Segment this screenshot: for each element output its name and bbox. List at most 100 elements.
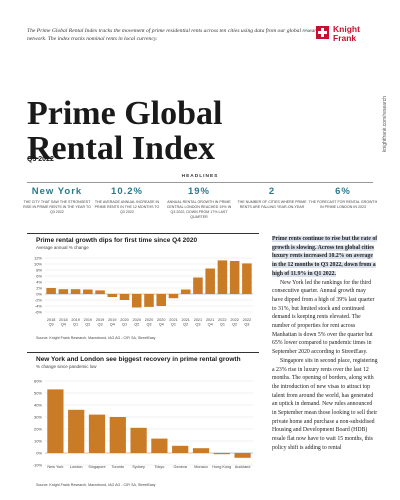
bar (193, 277, 203, 294)
bar (68, 409, 85, 453)
x-tick-label: Q2 (183, 323, 188, 327)
intro-text: The Prime Global Rental Index tracks the… (27, 28, 322, 42)
x-tick-label: 2020 (120, 318, 128, 322)
chart1-subtitle: Average annual % change (36, 245, 89, 250)
x-tick-label: 2019 (108, 318, 116, 322)
x-tick-label: 2021 (206, 318, 214, 322)
x-tick-label: 2022 (243, 318, 251, 322)
y-tick-label: 4% (36, 280, 42, 285)
x-tick-label: 2021 (194, 318, 202, 322)
x-tick-label: 2020 (133, 318, 141, 322)
knight-frank-logo[interactable]: Knight Frank (316, 24, 380, 50)
logo-word-1: Knight (333, 24, 360, 34)
x-tick-label: 2018 (47, 318, 55, 322)
y-tick-label: 10% (34, 262, 42, 267)
x-tick-label: Q4 (61, 323, 66, 327)
headline-item: New York The city that saw the strongest… (22, 186, 92, 215)
bar (131, 294, 142, 308)
x-tick-label: New York (47, 465, 63, 469)
headlines-divider (27, 182, 373, 183)
lead-paragraph: Prime rents continue to rise but the rat… (272, 235, 378, 279)
chart2-subtitle: % change since pandemic low (36, 364, 97, 369)
x-tick-label: Geneva (174, 465, 188, 469)
x-tick-label: Q1 (220, 323, 225, 327)
y-tick-label: 0% (36, 451, 42, 456)
body-paragraph: Singapore sits in second place, register… (272, 357, 378, 451)
y-tick-label: 8% (36, 268, 42, 273)
page-title: Prime Global Rental Index (27, 96, 222, 166)
chart1-svg: 12%10%8%6%4%2%0%-2%-4%-6%2018Q32018Q4201… (34, 256, 253, 327)
x-tick-label: Q1 (122, 323, 127, 327)
x-tick-label: 2019 (96, 318, 104, 322)
headline-item: 10.2% The average annual increase in pri… (92, 186, 162, 215)
x-tick-label: Auckland (235, 465, 251, 469)
y-tick-label: -2% (35, 298, 43, 303)
y-tick-label: 20% (34, 427, 42, 432)
headline-value: 6% (335, 186, 351, 197)
x-tick-label: Q2 (134, 323, 139, 327)
headline-value: 2 (268, 186, 276, 197)
headline-desc: The forecast for rental growth in prime … (308, 200, 378, 209)
chart1-title: Prime rental growth dips for first time … (36, 237, 198, 244)
headline-item: 19% Annual rental growth in prime centra… (164, 186, 234, 220)
headline-item: 2 The number of cities where prime rents… (237, 186, 307, 210)
headlines-heading: HEADLINES (181, 174, 219, 179)
x-tick-label: 2022 (230, 318, 238, 322)
x-tick-label: Q4 (208, 323, 213, 327)
bar (180, 289, 191, 294)
headline-item: 6% The forecast for rental growth in pri… (308, 186, 378, 210)
lead-text: Prime rents continue to rise but the rat… (272, 236, 378, 277)
y-tick-label: 10% (34, 439, 42, 444)
headline-value: New York (31, 186, 83, 197)
x-tick-label: Q1 (73, 323, 78, 327)
headline-desc: The average annual increase in prime ren… (94, 200, 160, 214)
x-tick-label: Q3 (146, 323, 151, 327)
bar (172, 445, 189, 453)
headline-desc: The city that saw the strongest rise in … (23, 200, 91, 214)
bar (168, 294, 179, 299)
x-tick-label: London (70, 465, 83, 469)
y-tick-label: 60% (34, 379, 42, 384)
x-tick-label: Q1 (171, 323, 176, 327)
headline-desc: The number of cities where prime rents a… (237, 200, 307, 209)
chart1-source: Source: Knight Frank Research, Macrobond… (36, 336, 156, 340)
x-tick-label: 2019 (84, 318, 92, 322)
y-tick-label: -4% (35, 304, 43, 309)
y-tick-label: 12% (34, 256, 42, 261)
bar (130, 427, 147, 453)
x-tick-label: 2020 (157, 318, 165, 322)
bar (205, 268, 215, 294)
x-tick-label: Q3 (98, 323, 103, 327)
body-paragraph: New York led the rankings for the third … (272, 279, 375, 356)
y-tick-label: 6% (36, 274, 42, 279)
chart2-svg: 60% 50% 40% 30% 20% 10% 0% -10% New York London Si… (33, 379, 253, 469)
y-tick-label: 30% (34, 415, 42, 420)
bar (156, 294, 167, 306)
bar (107, 294, 118, 297)
bar (83, 289, 93, 294)
x-tick-label: Q3 (49, 323, 54, 327)
x-tick-label: Toronto (111, 465, 124, 469)
bar (46, 288, 56, 294)
y-tick-label: 50% (34, 391, 42, 396)
bar (213, 453, 230, 455)
bar (119, 294, 130, 300)
report-period: Q3 2022 (27, 156, 54, 163)
bar (234, 453, 251, 458)
x-tick-label: Q2 (85, 323, 90, 327)
side-url[interactable]: knightfrank.com/research (382, 96, 388, 153)
headline-value: 19% (187, 186, 210, 197)
x-tick-label: Q2 (232, 323, 237, 327)
cross-logo-icon (316, 26, 329, 39)
chart2-panel: New York and London see biggest recovery… (27, 352, 259, 490)
x-tick-label: Tokyo (154, 465, 164, 469)
bar (217, 260, 228, 294)
chart2-title: New York and London see biggest recovery… (36, 356, 241, 363)
title-line-1: Prime Global (27, 95, 223, 132)
title-line-2: Rental Index (27, 130, 215, 167)
chart2-source: Source: Knight Frank Research, Macrobond… (36, 483, 156, 487)
bar (95, 290, 105, 294)
headline-value: 10.2% (111, 186, 143, 197)
x-tick-label: Monaco (194, 465, 208, 469)
y-tick-label: 0% (36, 292, 42, 297)
